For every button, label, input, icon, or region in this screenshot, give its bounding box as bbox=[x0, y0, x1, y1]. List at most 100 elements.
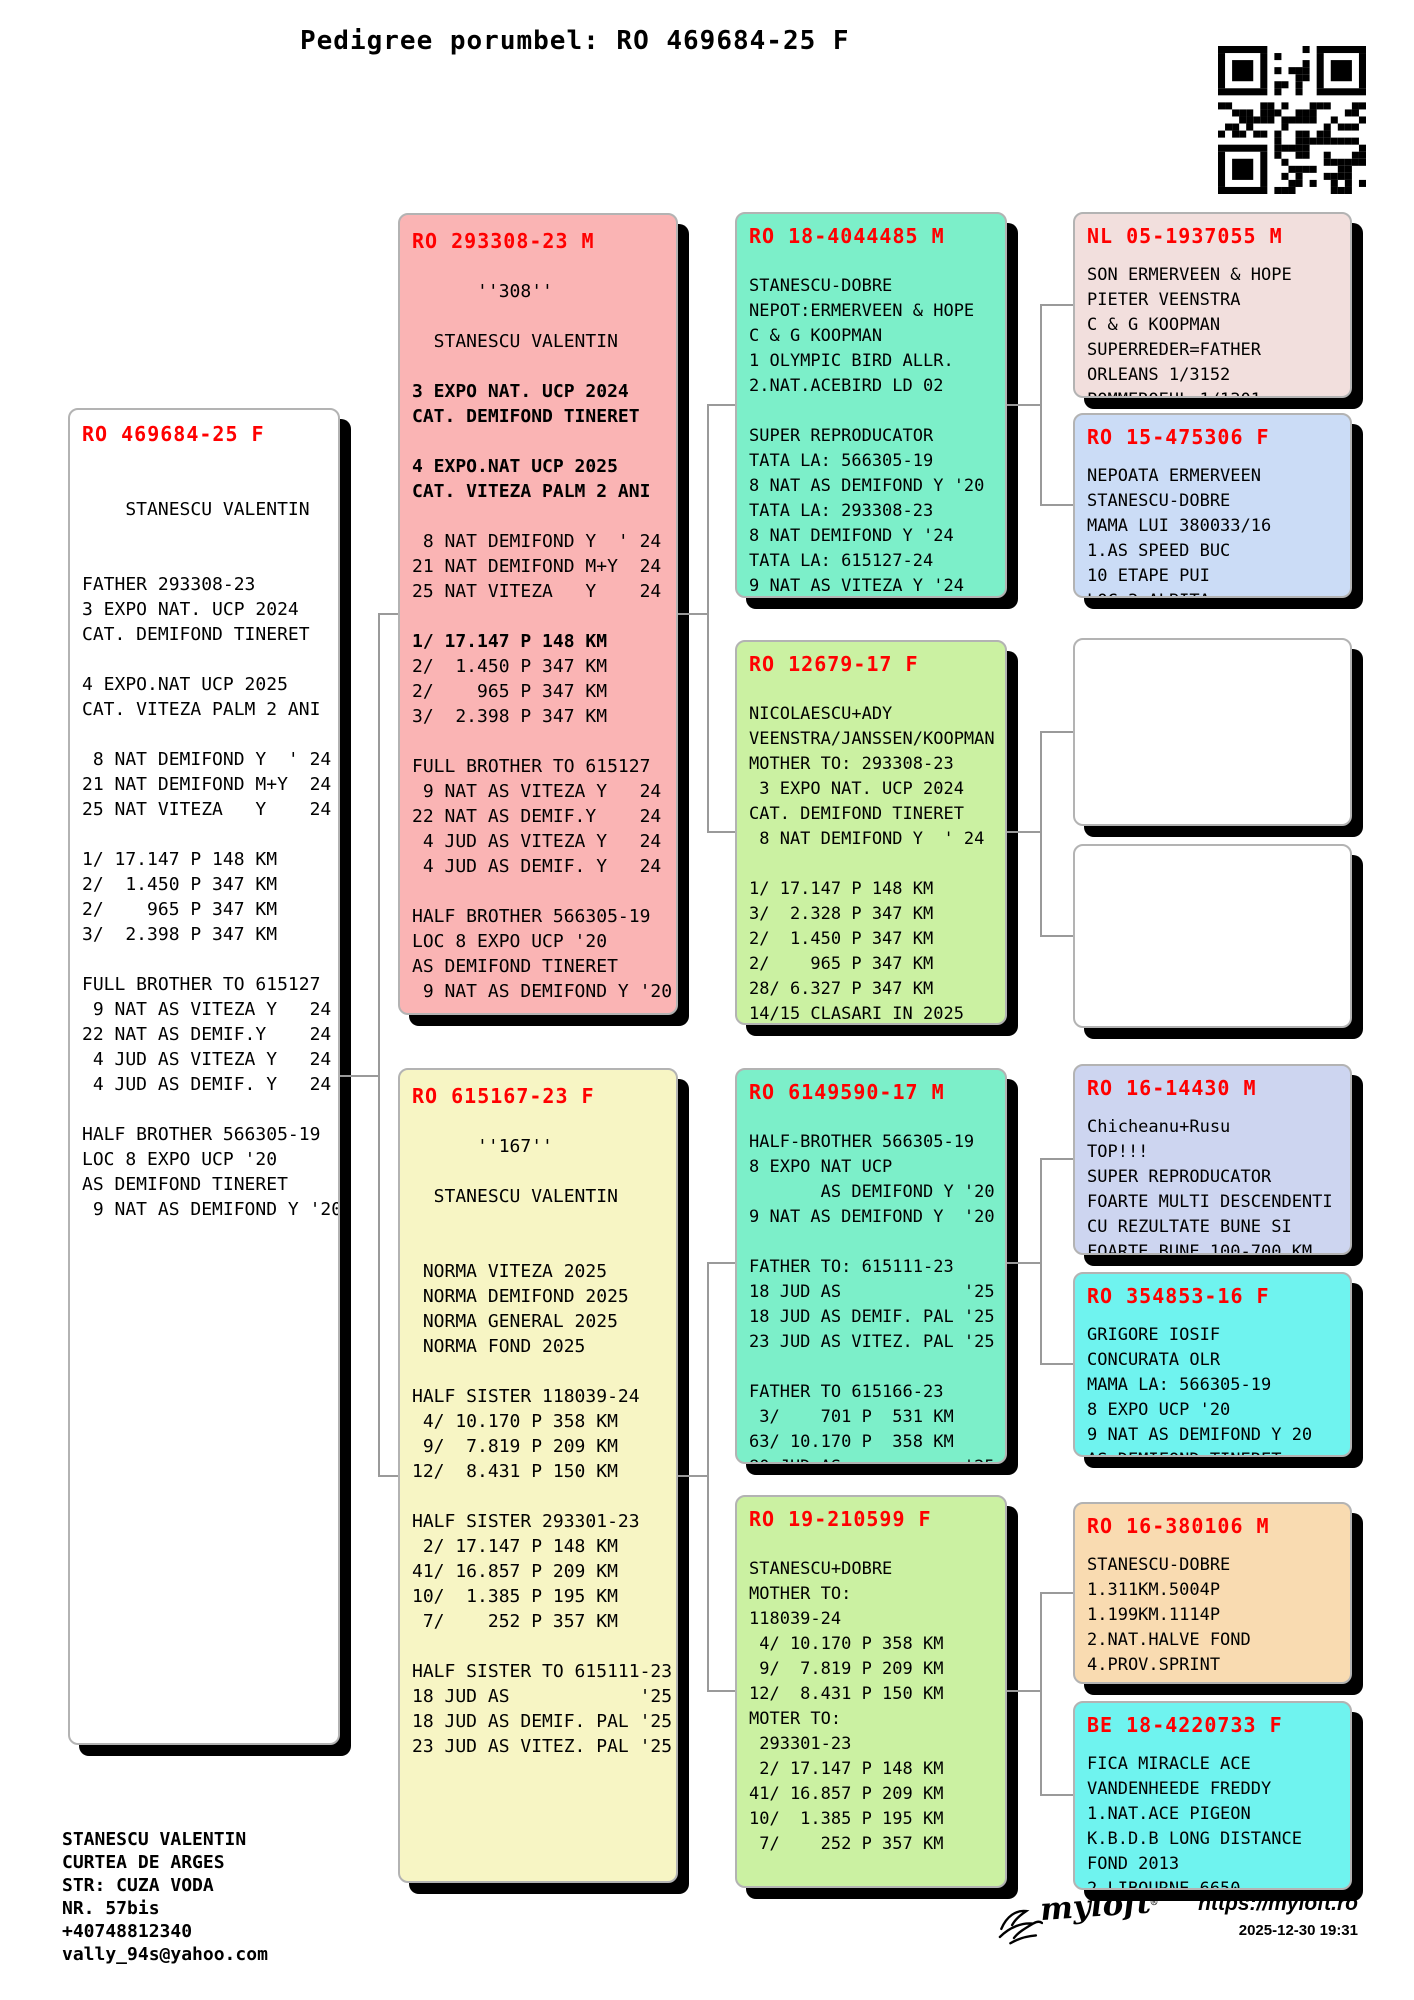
paternal-grandsire-ring: RO 18-4044485 M bbox=[749, 224, 945, 248]
myloft-logo: myloft® bbox=[998, 1884, 1159, 1945]
father-details: ''308'' STANESCU VALENTIN 3 EXPO NAT. UC… bbox=[412, 254, 673, 1004]
box-line bbox=[749, 1532, 999, 1557]
box-line: 9 NAT AS DEMIFOND Y 20 bbox=[1087, 1425, 1313, 1445]
box-line: NORMA VITEZA 2025 bbox=[412, 1261, 608, 1282]
box-line: 1.AS SPEED BUC bbox=[1087, 541, 1231, 561]
box-line bbox=[749, 677, 999, 702]
box-line: 25 NAT VITEZA Y 24 bbox=[82, 799, 332, 820]
box-line: 4/ 10.170 P 358 KM bbox=[412, 1411, 618, 1432]
box-line: AS DEMIFOND TINERET bbox=[412, 956, 618, 977]
box-line: 10/ 1.385 P 195 KM bbox=[412, 1586, 618, 1607]
box-line: TOP!!! bbox=[1087, 1142, 1149, 1162]
box-line: 18 JUD AS '25 bbox=[749, 1282, 995, 1302]
box-line: 3 EXPO NAT. UCP 2024 bbox=[412, 381, 629, 402]
box-line: CAT. VITEZA PALM 2 ANI bbox=[412, 481, 651, 502]
ggp8-details: FICA MIRACLE ACE VANDENHEEDE FREDDY 1.NAT.… bbox=[1087, 1752, 1344, 1890]
box-line: 4 JUD AS DEMIF. Y 24 bbox=[82, 1074, 332, 1095]
maternal-granddam-ring: RO 19-210599 F bbox=[749, 1507, 932, 1531]
box-line: CAT. DEMIFOND TINERET bbox=[82, 624, 310, 645]
paternal-granddam-ring: RO 12679-17 F bbox=[749, 652, 919, 676]
box-line: 2/ 17.147 P 148 KM bbox=[412, 1536, 618, 1557]
box-line: 4 JUD AS DEMIF. Y 24 bbox=[412, 856, 662, 877]
box-line: 2/ 965 P 347 KM bbox=[82, 899, 278, 920]
qr-code bbox=[1218, 46, 1366, 194]
connector bbox=[1040, 731, 1073, 733]
box-line: vally_94s@yahoo.com bbox=[62, 1944, 268, 1965]
box-line: 3 EXPO NAT. UCP 2024 bbox=[749, 779, 964, 799]
box-line: HALF SISTER TO 615111-23 bbox=[412, 1661, 673, 1682]
box-line: MOTER TO: bbox=[749, 1709, 842, 1729]
connector bbox=[707, 831, 735, 833]
mother-details: ''167'' STANESCU VALENTIN NORMA VITEZA 2… bbox=[412, 1109, 673, 1759]
box-line bbox=[749, 249, 999, 274]
connector bbox=[1007, 1690, 1040, 1692]
connector bbox=[707, 1262, 735, 1264]
box-line: 10 ETAPE PUI bbox=[1087, 566, 1210, 586]
box-line: 118039-24 bbox=[749, 1609, 842, 1629]
box-line bbox=[82, 522, 332, 547]
box-line: 10.313KM.2027 bbox=[1087, 1678, 1344, 1682]
great-grandparent-box-4-empty bbox=[1073, 844, 1352, 1028]
box-line: STANESCU VALENTIN bbox=[412, 331, 618, 352]
generation-timestamp: 2025-12-30 19:31 bbox=[1238, 1922, 1358, 1939]
box-line: PIETER VEENSTRA bbox=[1087, 290, 1241, 310]
box-line: ''167'' bbox=[412, 1136, 553, 1157]
box-line: CAT. DEMIFOND TINERET bbox=[412, 406, 640, 427]
myloft-footer: myloft® https://myloft.ro 2025-12-30 19:… bbox=[998, 1878, 1370, 1948]
box-line: HALF BROTHER 566305-19 bbox=[412, 906, 651, 927]
connector bbox=[340, 1075, 378, 1077]
box-line: 9 NAT AS DEMIFOND Y '20 bbox=[412, 981, 673, 1002]
box-line: LOC 3 ALBITA bbox=[1087, 589, 1344, 596]
box-line: SON ERMERVEEN & HOPE bbox=[1087, 265, 1292, 285]
box-line: FICA MIRACLE ACE bbox=[1087, 1754, 1251, 1774]
connector bbox=[707, 404, 735, 406]
box-line: 18 JUD AS DEMIF. PAL '25 bbox=[749, 1307, 995, 1327]
box-line bbox=[82, 647, 332, 672]
box-line: 9/ 7.819 P 209 KM bbox=[412, 1436, 618, 1457]
box-line: 21 NAT DEMIFOND M+Y 24 bbox=[82, 774, 332, 795]
box-line: CONCURATA OLR bbox=[1087, 1350, 1221, 1370]
box-line: C & G KOOPMAN bbox=[749, 326, 883, 346]
box-line bbox=[412, 1634, 670, 1659]
box-line: 9/ 7.819 P 209 KM bbox=[749, 1659, 944, 1679]
box-line: VANDENHEEDE FREDDY bbox=[1087, 1779, 1272, 1799]
box-line: LOC 8 EXPO UCP '20 bbox=[82, 1149, 278, 1170]
box-line bbox=[412, 1234, 670, 1259]
box-line: +40748812340 bbox=[62, 1921, 193, 1942]
box-line: NEPOT:ERMERVEEN & HOPE bbox=[749, 301, 975, 321]
box-line: MOTHER TO: bbox=[749, 1584, 852, 1604]
connector bbox=[1040, 304, 1073, 306]
connector bbox=[678, 1475, 707, 1477]
box-line: 1/ 17.147 P 148 KM bbox=[412, 631, 608, 652]
box-line: ''308'' bbox=[412, 281, 553, 302]
box-line: 28/ 6.327 P 347 KM bbox=[749, 979, 934, 999]
box-line: AS DEMIFOND TINERET bbox=[82, 1174, 288, 1195]
connector bbox=[378, 1475, 398, 1477]
box-line: TATA LA: 293308-23 bbox=[749, 501, 934, 521]
box-line: STR: CUZA VODA bbox=[62, 1875, 214, 1896]
great-grandparent-box-1: NL 05-1937055 M SON ERMERVEEN & HOPE PIET… bbox=[1073, 212, 1352, 398]
box-line: 63/ 10.170 P 358 KM bbox=[749, 1432, 954, 1452]
box-line: 8 NAT DEMIFOND Y ' 24 bbox=[82, 749, 332, 770]
box-line bbox=[749, 852, 999, 877]
ggp7-ring: RO 16-380106 M bbox=[1087, 1514, 1270, 1538]
box-line: 2/ 965 P 347 KM bbox=[412, 681, 608, 702]
myloft-url: https://myloft.ro bbox=[1198, 1892, 1358, 1915]
box-line: 9 NAT AS DEMIFOND Y '20 bbox=[749, 1207, 995, 1227]
box-line bbox=[412, 604, 670, 629]
ggp6-details: GRIGORE IOSIF CONCURATA OLR MAMA LA: 56630… bbox=[1087, 1323, 1344, 1455]
box-line: 7/ 252 P 357 KM bbox=[749, 1834, 944, 1854]
box-line bbox=[82, 472, 332, 497]
box-line: MAMA LUI 380033/16 bbox=[1087, 516, 1272, 536]
subject-ring-number: RO 469684-25 F bbox=[82, 422, 265, 446]
box-line: 18 JUD AS '25 bbox=[412, 1686, 673, 1707]
box-line: FOARTE BUNE 100-700 KM bbox=[1087, 1242, 1313, 1255]
box-line bbox=[749, 1105, 999, 1130]
box-line: STANESCU VALENTIN bbox=[82, 499, 310, 520]
box-line: 1.NAT.ACE PIGEON bbox=[1087, 1804, 1251, 1824]
great-grandparent-box-3-empty bbox=[1073, 638, 1352, 826]
box-line: 2.LIBOURNE 6650 bbox=[1087, 1879, 1241, 1890]
box-line: 293301-23 bbox=[749, 1734, 852, 1754]
box-line: 2/ 1.450 P 347 KM bbox=[412, 656, 608, 677]
great-grandparent-box-7: RO 16-380106 M STANESCU-DOBRE 1.311KM.500… bbox=[1073, 1502, 1352, 1684]
